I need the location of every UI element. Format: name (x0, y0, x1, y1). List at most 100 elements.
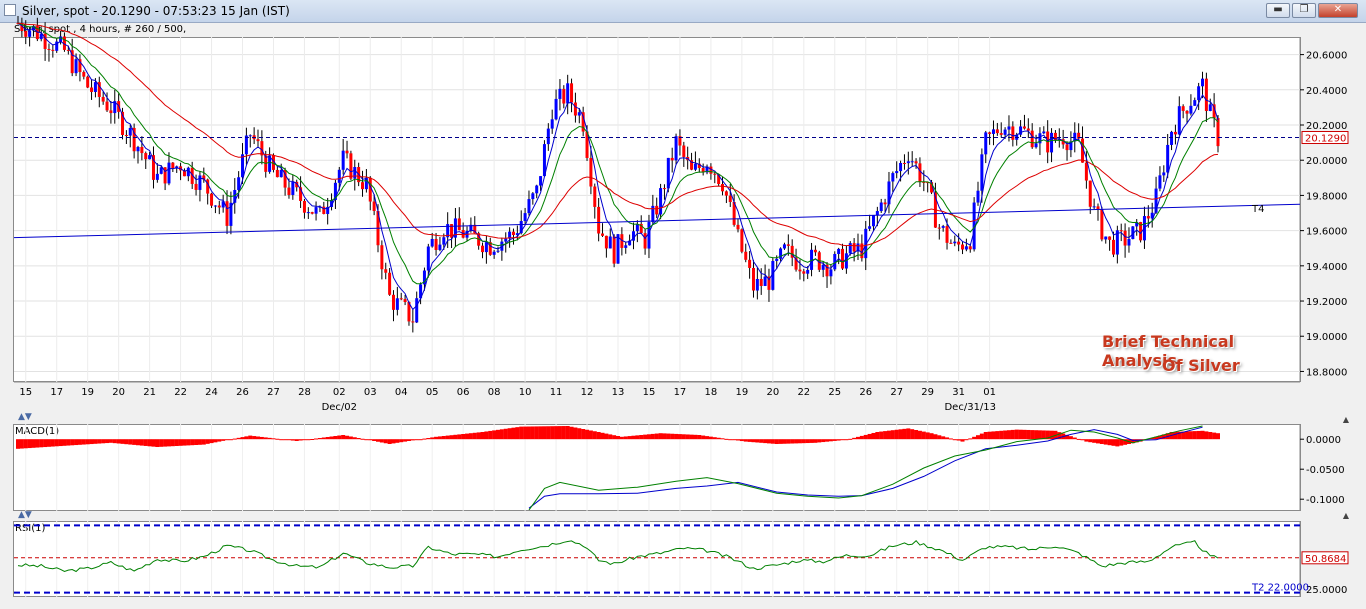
close-button[interactable]: ✕ (1318, 3, 1358, 18)
time-tick-label: 26 (859, 387, 872, 398)
candle-body (39, 33, 43, 40)
macd-histogram-bar (616, 436, 620, 440)
macd-histogram-bar (1185, 431, 1190, 440)
macd-histogram-bar (751, 439, 756, 443)
rsi-panel[interactable] (13, 521, 1301, 597)
macd-histogram-bar (828, 439, 833, 442)
candle-body (1119, 230, 1123, 232)
scroll-right-icon[interactable]: ▲ (1342, 415, 1350, 424)
watermark-text: Brief Technical Analysis Of Silver (1082, 330, 1302, 380)
candle-body (1026, 128, 1030, 131)
time-tick-label: 11 (550, 387, 563, 398)
time-tick-label: 22 (797, 387, 810, 398)
macd-histogram-bar (58, 439, 63, 447)
scroll-right-icon[interactable]: ▲ (1342, 511, 1350, 520)
candle-body (70, 50, 74, 74)
macd-histogram-bar (155, 439, 160, 447)
macd-histogram-bar (972, 436, 977, 440)
candle-body (937, 227, 941, 229)
candle-body (1019, 126, 1023, 135)
macd-histogram-bar (708, 436, 713, 440)
macd-histogram-bar (445, 435, 450, 440)
candle-body (902, 162, 906, 164)
candle-body (554, 98, 558, 120)
macd-histogram-bar (376, 439, 380, 442)
macd-histogram-bar (1103, 439, 1108, 445)
candle-body (1108, 236, 1112, 240)
candle-body (593, 186, 597, 207)
candle-body (237, 177, 241, 190)
panel-collapse-icon[interactable]: ▲▼ (18, 510, 32, 520)
macd-histogram-bar (766, 439, 771, 444)
macd-histogram-bar (770, 439, 775, 444)
candle-body (388, 272, 392, 295)
current-price-label: 20.1290 (1305, 134, 1346, 145)
candle-body (1139, 222, 1143, 241)
macd-histogram-bar (437, 436, 442, 440)
candle-body (210, 193, 214, 206)
candle-body (202, 175, 206, 180)
candle-body (566, 83, 570, 104)
macd-line (528, 426, 1203, 509)
price-tick-label: 19.8000 (1306, 191, 1347, 202)
candle-body (260, 141, 264, 156)
time-tick-label: 12 (581, 387, 594, 398)
candle-body (302, 200, 306, 213)
macd-histogram-bar (1080, 439, 1085, 441)
candle-body (1177, 106, 1181, 135)
candle-body (1057, 139, 1061, 141)
macd-histogram-bar (507, 428, 512, 440)
candle-body (628, 240, 632, 246)
macd-histogram-bar (31, 439, 36, 448)
candle-body (275, 169, 279, 178)
macd-histogram-bar (550, 426, 555, 440)
macd-histogram-bar (120, 439, 125, 444)
watermark-line2: Of Silver (1162, 356, 1240, 375)
macd-histogram-bar (1216, 433, 1220, 440)
macd-histogram-bar (836, 439, 841, 441)
candle-body (856, 243, 860, 252)
macd-histogram-bar (1192, 431, 1197, 440)
macd-histogram-bar (654, 433, 659, 440)
macd-histogram-bar (244, 436, 249, 440)
time-tick-label: 15 (19, 387, 32, 398)
candle-body (837, 248, 841, 254)
candle-body (488, 242, 492, 255)
macd-histogram-bar (302, 439, 307, 441)
candle-body (121, 111, 125, 135)
macd-histogram-bar (23, 439, 28, 449)
candle-body (1162, 172, 1166, 176)
candle-body (1084, 162, 1088, 181)
macd-histogram-bar (93, 439, 98, 444)
candle-body (326, 206, 330, 214)
maximize-button[interactable]: ❐ (1292, 3, 1316, 18)
candle-body (659, 188, 663, 215)
candle-body (1131, 226, 1135, 240)
candle-body (384, 269, 388, 273)
macd-histogram-bar (263, 437, 268, 440)
macd-histogram-bar (646, 434, 651, 440)
macd-histogram-bar (39, 439, 44, 448)
macd-histogram-bar (306, 439, 311, 441)
minimize-button[interactable]: ▬ (1266, 3, 1290, 18)
price-tick-label: 18.8000 (1306, 367, 1347, 378)
time-tick-label: 02 (333, 387, 346, 398)
candle-body (964, 246, 968, 250)
macd-histogram-bar (209, 439, 214, 444)
macd-histogram-bar (480, 432, 485, 440)
candle-body (1154, 188, 1158, 213)
candle-body (504, 238, 508, 242)
macd-histogram-bar (983, 432, 988, 440)
candle-body (217, 205, 221, 208)
macd-histogram-bar (290, 439, 295, 441)
macd-histogram-bar (352, 437, 357, 440)
macd-histogram-bar (1068, 436, 1073, 440)
candle-body (1150, 212, 1154, 219)
candle-body (531, 193, 535, 200)
macd-histogram-bar (867, 433, 872, 440)
candle-body (20, 23, 24, 31)
time-tick-label: 29 (921, 387, 934, 398)
macd-histogram-bar (348, 436, 353, 440)
candle-body (330, 199, 334, 207)
panel-collapse-icon[interactable]: ▲▼ (18, 412, 32, 422)
